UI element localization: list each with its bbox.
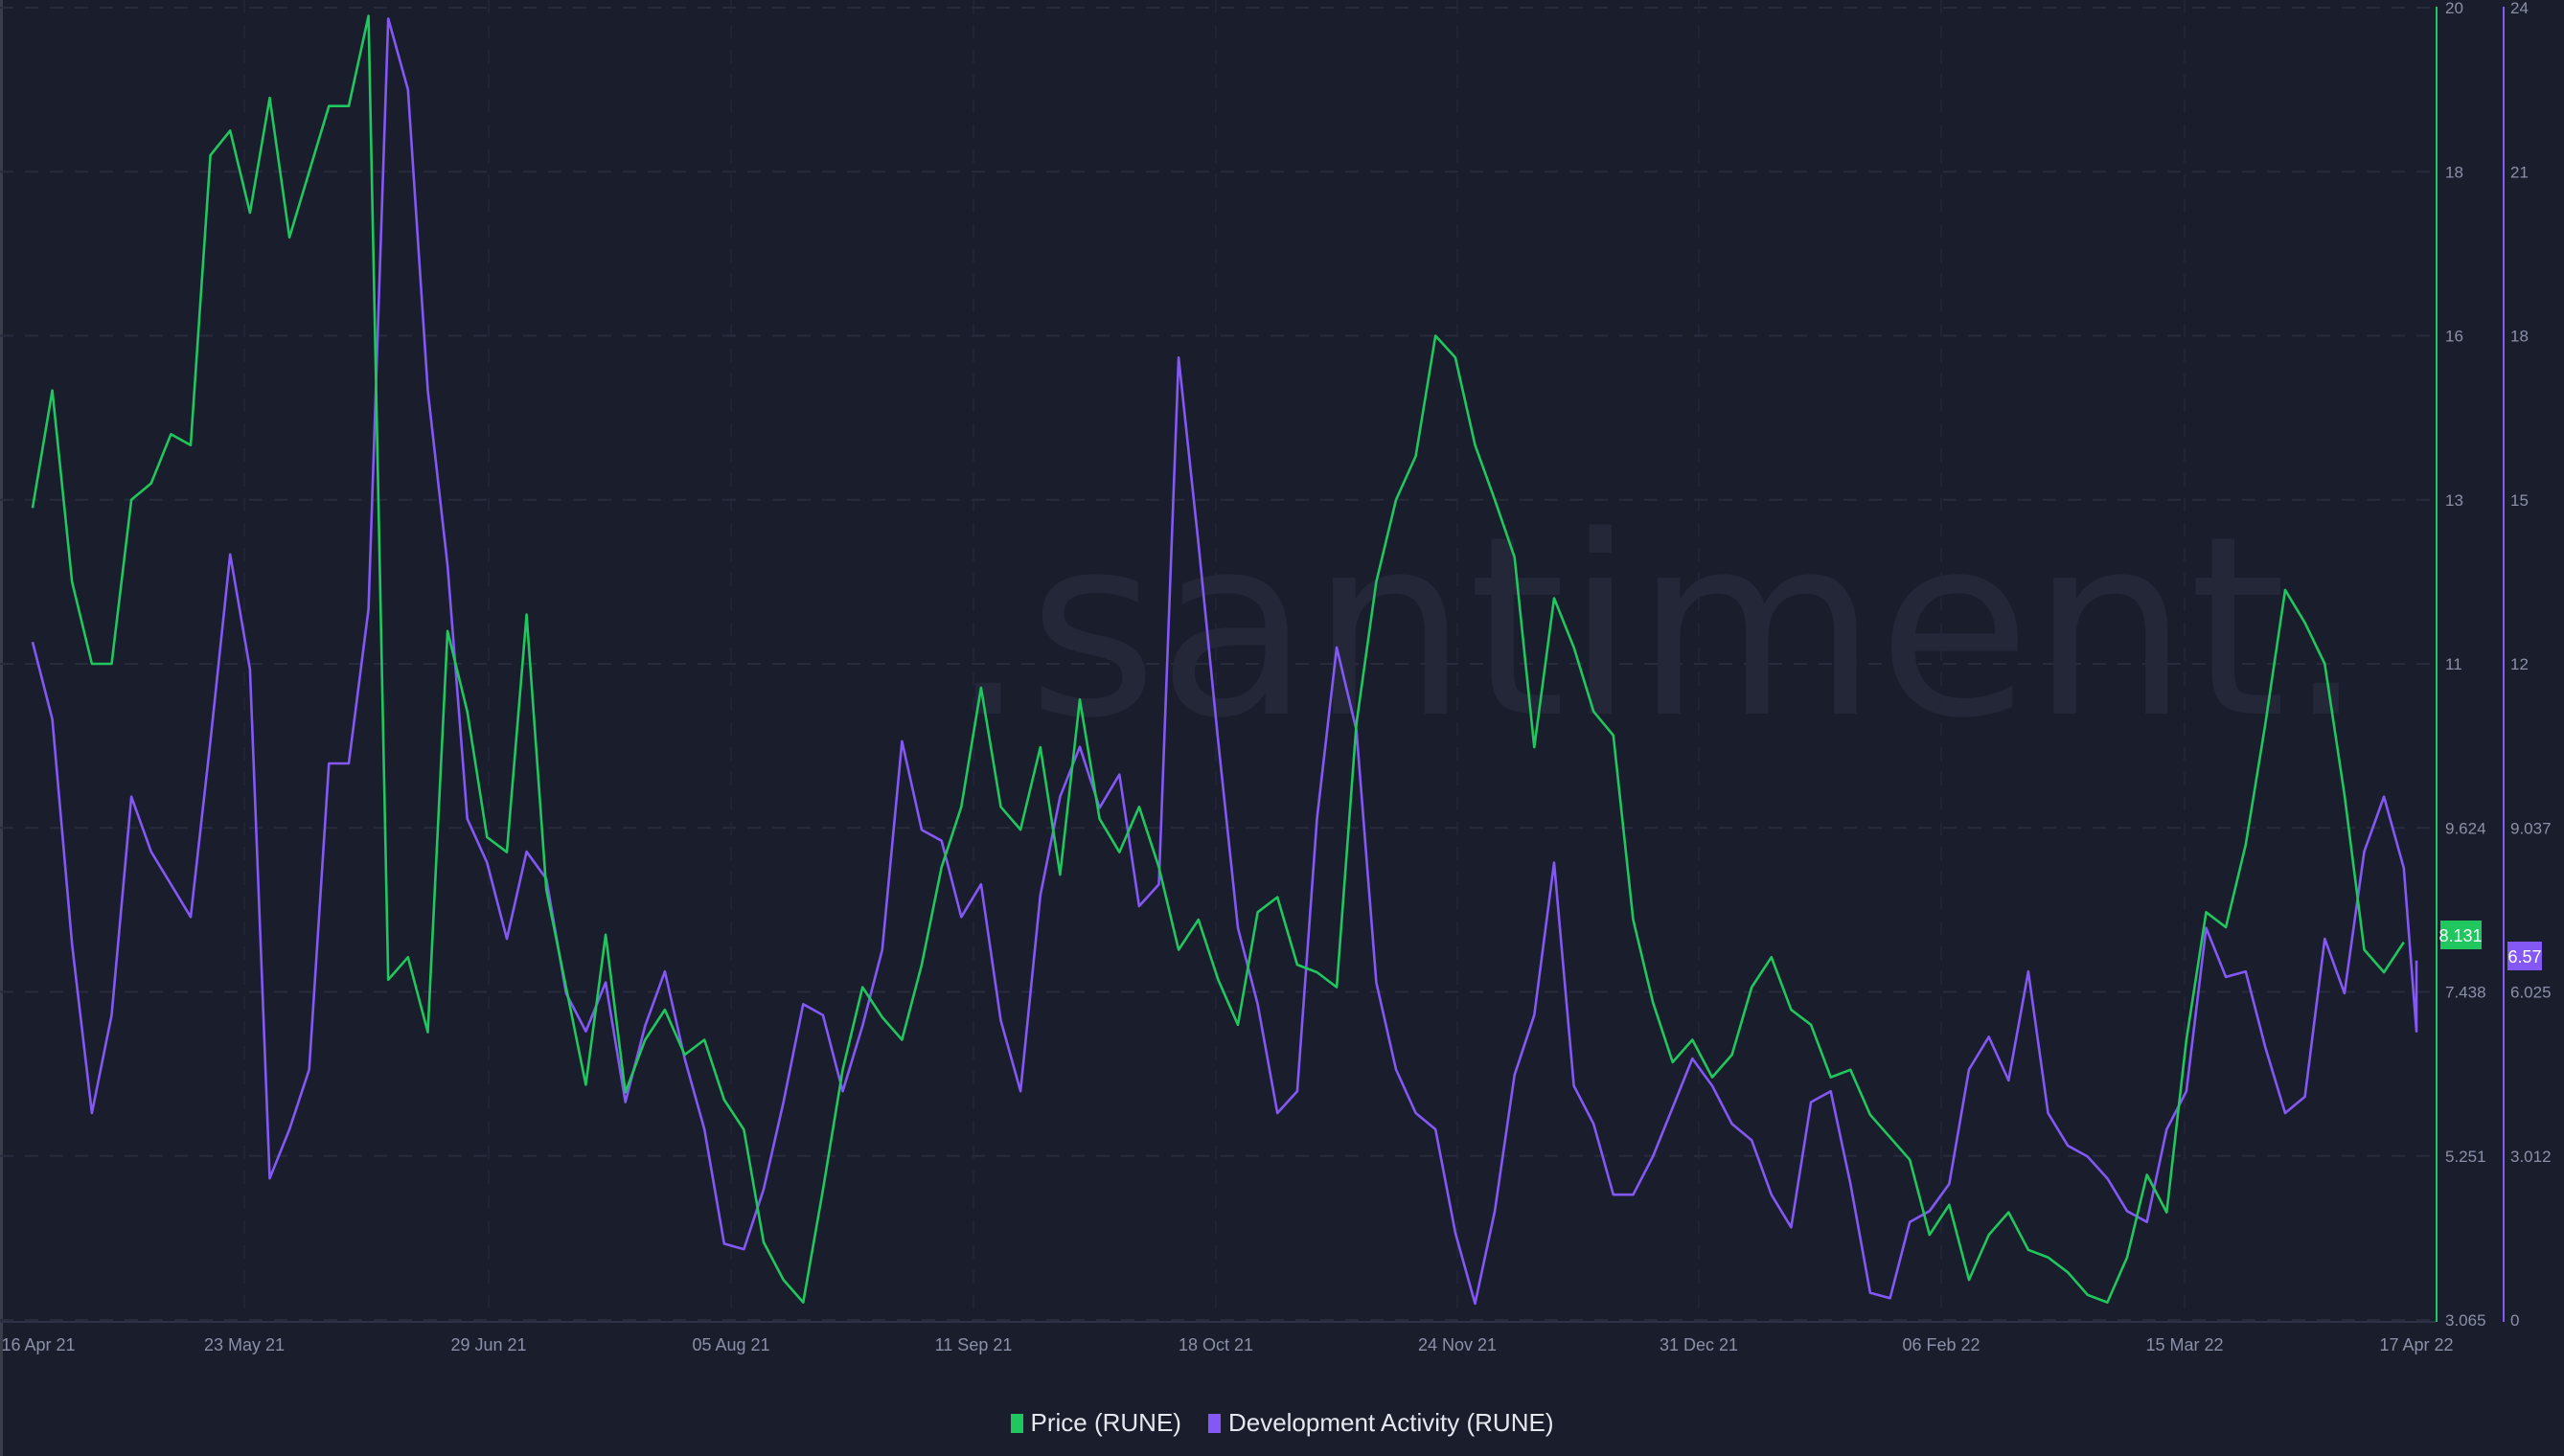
- svg-text:15: 15: [2510, 491, 2529, 510]
- x-axis-ticks: 16 Apr 21 23 May 21 29 Jun 21 05 Aug 21 11 S…: [1, 1335, 2453, 1354]
- legend: Price (RUNE) Development Activity (RUNE): [0, 1408, 2564, 1438]
- svg-text:05 Aug 21: 05 Aug 21: [692, 1335, 769, 1354]
- svg-text:21: 21: [2510, 163, 2529, 181]
- svg-text:31 Dec 21: 31 Dec 21: [1660, 1335, 1738, 1354]
- price-swatch-icon: [1010, 1413, 1023, 1433]
- svg-text:24 Nov 21: 24 Nov 21: [1418, 1335, 1497, 1354]
- svg-text:12: 12: [2510, 655, 2529, 673]
- svg-text:6.025: 6.025: [2510, 984, 2552, 1002]
- vertical-gridlines: [243, 0, 2186, 1320]
- svg-text:11 Sep 21: 11 Sep 21: [935, 1335, 1013, 1354]
- price-axis-ticks: 20 18 16 13 11 9.624 7.438 5.251 3.065: [2445, 0, 2486, 1330]
- svg-text:16: 16: [2445, 328, 2463, 346]
- svg-text:06 Feb 22: 06 Feb 22: [1902, 1335, 1980, 1354]
- svg-text:7.438: 7.438: [2445, 984, 2486, 1002]
- svg-text:5.251: 5.251: [2445, 1148, 2486, 1166]
- price-badge-text: 8.131: [2438, 926, 2482, 945]
- dev-badge-text: 6.57: [2507, 947, 2541, 967]
- dev-activity-line[interactable]: [31, 17, 2418, 1306]
- dev-current-badge: 6.57: [2507, 942, 2542, 970]
- left-edge-bar: [0, 0, 3, 1456]
- svg-text:18: 18: [2510, 328, 2529, 346]
- svg-text:3.012: 3.012: [2510, 1148, 2552, 1166]
- svg-text:17 Apr 22: 17 Apr 22: [2379, 1335, 2453, 1354]
- svg-text:9.624: 9.624: [2445, 819, 2486, 837]
- legend-item-dev-activity[interactable]: Development Activity (RUNE): [1207, 1408, 1554, 1438]
- svg-text:20: 20: [2445, 0, 2463, 17]
- price-line[interactable]: [31, 14, 2405, 1304]
- svg-text:0: 0: [2510, 1311, 2519, 1330]
- svg-text:15 Mar 22: 15 Mar 22: [2145, 1335, 2223, 1354]
- svg-text:16 Apr 21: 16 Apr 21: [1, 1335, 75, 1354]
- watermark: .santiment.: [949, 484, 2366, 773]
- dev-swatch-icon: [1207, 1413, 1221, 1433]
- legend-label-dev-activity: Development Activity (RUNE): [1227, 1408, 1554, 1437]
- svg-text:9.037: 9.037: [2510, 819, 2552, 837]
- dev-axis-ticks: 24 21 18 15 12 9.037 6.025 3.012 0: [2510, 0, 2552, 1330]
- svg-text:11: 11: [2445, 655, 2462, 673]
- svg-text:18 Oct 21: 18 Oct 21: [1179, 1335, 1253, 1354]
- legend-label-price: Price (RUNE): [1030, 1408, 1181, 1437]
- svg-text:3.065: 3.065: [2445, 1311, 2486, 1330]
- svg-text:29 Jun 21: 29 Jun 21: [450, 1335, 526, 1354]
- price-current-badge: 8.131: [2438, 921, 2483, 949]
- legend-item-price[interactable]: Price (RUNE): [1010, 1408, 1181, 1438]
- gridlines: [0, 7, 2434, 1321]
- svg-text:23 May 21: 23 May 21: [204, 1335, 285, 1354]
- svg-text:18: 18: [2445, 163, 2463, 181]
- svg-text:24: 24: [2510, 0, 2529, 17]
- svg-text:13: 13: [2445, 491, 2463, 510]
